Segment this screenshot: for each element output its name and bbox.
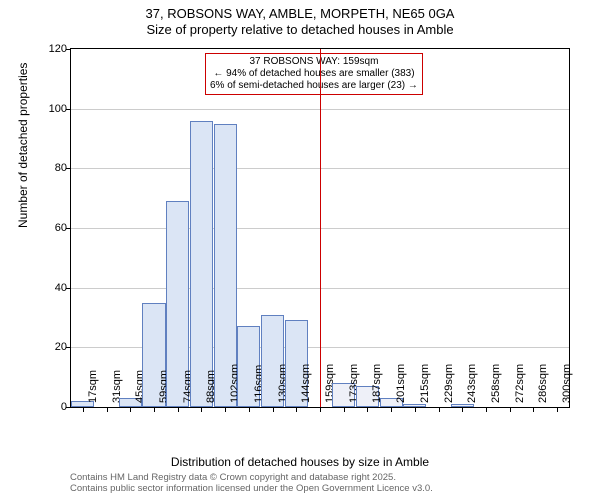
x-tick-label: 286sqm [537, 364, 549, 403]
y-axis-label: Number of detached properties [16, 63, 30, 228]
y-tick-label: 60 [39, 222, 67, 234]
y-tick-label: 40 [39, 282, 67, 294]
x-tick-mark [154, 407, 155, 412]
title-line-1: 37, ROBSONS WAY, AMBLE, MORPETH, NE65 0G… [0, 6, 600, 22]
y-tick-label: 120 [39, 43, 67, 55]
y-tick-label: 0 [39, 401, 67, 413]
x-tick-label: 258sqm [490, 364, 502, 403]
x-tick-mark [107, 407, 108, 412]
annotation-line-1: 37 ROBSONS WAY: 159sqm [210, 56, 418, 68]
x-tick-mark [415, 407, 416, 412]
chart-container: 37, ROBSONS WAY, AMBLE, MORPETH, NE65 0G… [0, 0, 600, 500]
x-tick-mark [178, 407, 179, 412]
x-tick-mark [83, 407, 84, 412]
footer-line-2: Contains public sector information licen… [70, 483, 433, 494]
x-tick-mark [320, 407, 321, 412]
x-tick-mark [486, 407, 487, 412]
x-tick-label: 229sqm [443, 364, 455, 403]
annotation-line-2: ← 94% of detached houses are smaller (38… [210, 68, 418, 80]
x-tick-mark [510, 407, 511, 412]
y-tick-label: 20 [39, 341, 67, 353]
title-block: 37, ROBSONS WAY, AMBLE, MORPETH, NE65 0G… [0, 0, 600, 39]
y-tick-label: 80 [39, 162, 67, 174]
x-tick-mark [273, 407, 274, 412]
x-tick-mark [462, 407, 463, 412]
x-tick-mark [201, 407, 202, 412]
footer-line-1: Contains HM Land Registry data © Crown c… [70, 472, 433, 483]
x-tick-mark [391, 407, 392, 412]
annotation-line-3: 6% of semi-detached houses are larger (2… [210, 80, 418, 92]
x-tick-label: 201sqm [395, 364, 407, 403]
x-tick-label: 144sqm [300, 364, 312, 403]
x-tick-mark [367, 407, 368, 412]
title-line-2: Size of property relative to detached ho… [0, 22, 600, 38]
marker-line [320, 49, 321, 407]
x-tick-label: 272sqm [514, 364, 526, 403]
x-tick-mark [557, 407, 558, 412]
x-tick-mark [533, 407, 534, 412]
x-tick-label: 17sqm [87, 370, 99, 403]
x-axis-label: Distribution of detached houses by size … [0, 455, 600, 469]
x-tick-mark [225, 407, 226, 412]
x-tick-label: 215sqm [419, 364, 431, 403]
footer-text: Contains HM Land Registry data © Crown c… [70, 472, 433, 495]
annotation-box: 37 ROBSONS WAY: 159sqm ← 94% of detached… [205, 53, 423, 95]
x-tick-mark [439, 407, 440, 412]
x-tick-mark [296, 407, 297, 412]
x-tick-mark [130, 407, 131, 412]
x-tick-mark [344, 407, 345, 412]
x-tick-mark [249, 407, 250, 412]
histogram-bar [190, 121, 213, 407]
x-tick-label: 300sqm [561, 364, 573, 403]
x-tick-label: 243sqm [466, 364, 478, 403]
y-tick-label: 100 [39, 103, 67, 115]
chart-plot-area: 37 ROBSONS WAY: 159sqm ← 94% of detached… [70, 48, 570, 408]
